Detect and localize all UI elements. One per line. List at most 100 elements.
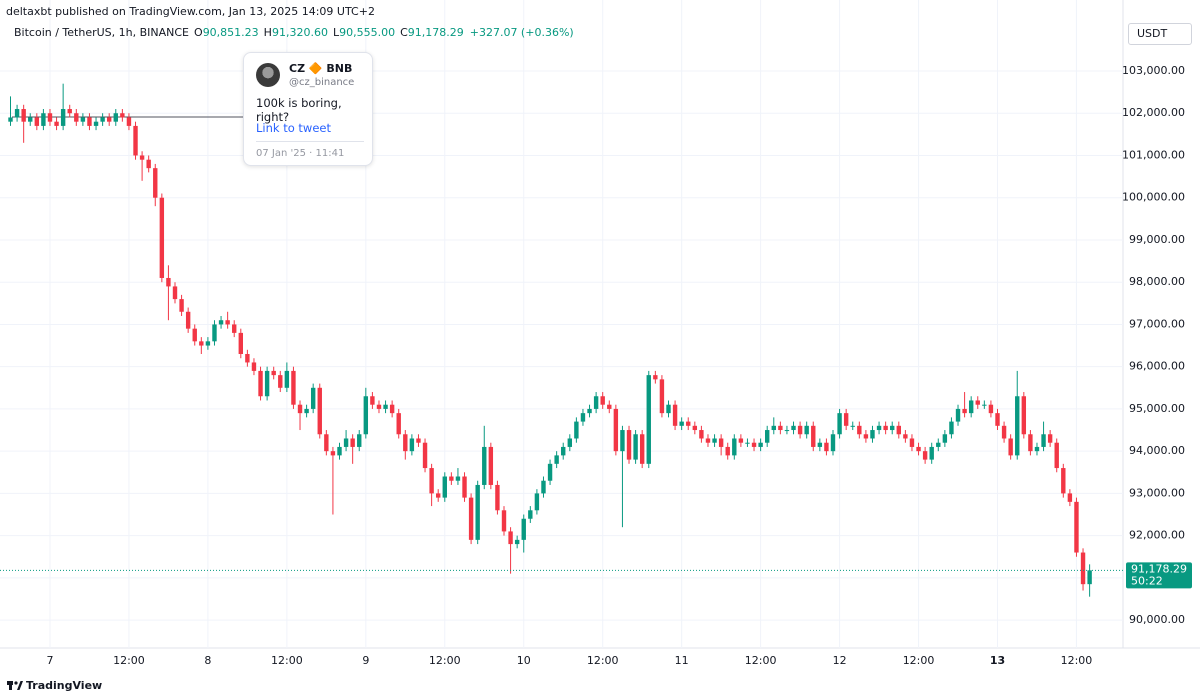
x-tick-label: 9 (362, 654, 369, 667)
candle-body (297, 404, 303, 414)
candle-body (462, 476, 467, 498)
published-note: deltaxbt published on TradingView.com, J… (6, 5, 375, 18)
candle-body (883, 425, 888, 431)
y-tick-label: 103,000.00 (1122, 64, 1185, 77)
candle-body (370, 396, 375, 405)
y-tick-label: 94,000.00 (1129, 444, 1185, 457)
candle-body (120, 113, 125, 118)
candle-body (922, 451, 928, 460)
y-tick-label: 102,000.00 (1122, 106, 1185, 119)
candle-body (1008, 438, 1013, 456)
candle-body (653, 375, 658, 380)
candles (0, 83, 1123, 597)
y-tick-label: 93,000.00 (1129, 486, 1185, 499)
candle-body (41, 113, 46, 126)
y-tick-label: 92,000.00 (1129, 529, 1185, 542)
candle-body (659, 379, 665, 414)
axes: 90,000.0091,000.0092,000.0093,000.0094,0… (46, 64, 1192, 667)
candle-body (185, 311, 191, 329)
candle-body (34, 117, 40, 126)
candle-body (80, 117, 86, 122)
currency-button[interactable]: USDT (1128, 23, 1192, 45)
candle-body (778, 425, 783, 431)
candle-body (626, 430, 632, 460)
candle-body (949, 421, 954, 435)
candle-body (942, 434, 948, 443)
candle-body (1054, 442, 1059, 469)
x-tick-label: 11 (675, 654, 689, 667)
candle-body (1080, 552, 1086, 585)
candle-body (975, 400, 980, 405)
candle-body (310, 387, 316, 409)
grid (0, 0, 1123, 648)
candle-body (1061, 468, 1066, 494)
candle-body (21, 109, 26, 122)
candle-body (245, 354, 250, 363)
candle-body (903, 434, 908, 439)
candle-body (955, 408, 961, 422)
candle-body (646, 375, 651, 464)
candle-body (686, 421, 691, 426)
candle-body (712, 438, 717, 443)
candle-body (1047, 434, 1053, 443)
candle-body (876, 425, 882, 431)
ohlc-key: H (263, 26, 272, 39)
candle-body (633, 434, 638, 460)
candle-body (554, 455, 559, 464)
candle-body (857, 425, 862, 435)
ohlc-value: 90,555.00 (339, 26, 396, 39)
tweet-date: 07 Jan '25 · 11:41 (256, 148, 345, 159)
candle-body (962, 408, 967, 414)
candle-body (218, 320, 224, 325)
tweet-link[interactable]: Link to tweet (256, 121, 331, 135)
candle-body (909, 438, 915, 447)
candle-body (607, 404, 612, 409)
logo-part (9, 681, 12, 690)
candle-body (613, 408, 619, 452)
candle-body (284, 370, 290, 388)
candle-body (225, 320, 230, 325)
ohlc-value: 91,320.60 (271, 26, 328, 39)
candle-body (547, 463, 553, 481)
candle-body (692, 425, 698, 431)
tweet-handle: @cz_binance (289, 77, 355, 88)
symbol-legend: Bitcoin / TetherUS, 1h, BINANCE O90,851.2… (14, 26, 574, 39)
candle-body (14, 109, 20, 118)
candle-body (725, 446, 730, 456)
candle-body (995, 413, 1000, 426)
candle-body (1034, 446, 1040, 452)
candle-body (172, 286, 178, 300)
candle-body (567, 438, 572, 447)
y-tick-label: 97,000.00 (1129, 317, 1185, 330)
candle-body (501, 510, 507, 532)
candle-body (153, 168, 158, 198)
candle-body (791, 425, 796, 431)
y-tick-label: 96,000.00 (1129, 360, 1185, 373)
candle-body (455, 476, 461, 481)
tweet-text: 100k is boring, right? (256, 96, 342, 124)
candle-body (587, 408, 592, 414)
candle-body (784, 430, 790, 432)
y-tick-label: 100,000.00 (1122, 191, 1185, 204)
candle-body (264, 370, 270, 397)
y-tick-label: 95,000.00 (1129, 402, 1185, 415)
candle-body (765, 430, 770, 443)
candle-body (47, 113, 53, 122)
candle-body (146, 159, 151, 169)
candle-body (811, 425, 816, 447)
candle-body (936, 442, 941, 447)
x-tick-label: 8 (204, 654, 211, 667)
candle-body (113, 113, 118, 122)
candle-body (982, 404, 987, 406)
x-tick-label: 12:00 (113, 654, 145, 667)
candle-body (672, 404, 678, 426)
candle-body (804, 425, 809, 435)
candle-body (751, 442, 757, 447)
candle-body (896, 425, 901, 435)
candle-body (593, 396, 599, 409)
candle-body (541, 480, 546, 494)
candle-body (699, 430, 704, 439)
y-tick-label: 98,000.00 (1129, 275, 1185, 288)
candle-body (133, 125, 138, 156)
candle-body (317, 387, 322, 435)
